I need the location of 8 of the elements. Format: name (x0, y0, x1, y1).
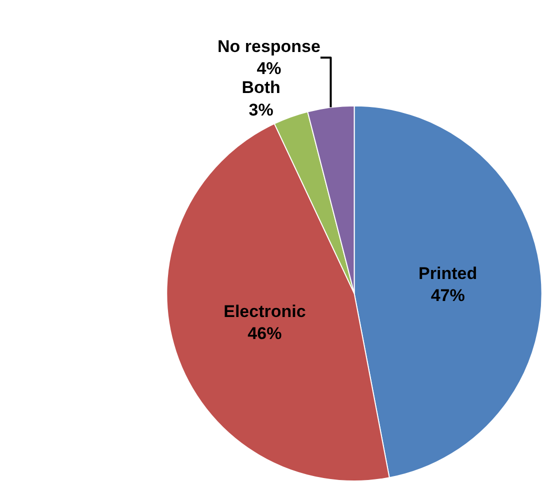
data-label: 47% (430, 286, 465, 306)
slice-label: Printed (418, 264, 478, 284)
data-label: 46% (248, 324, 282, 344)
data-label: 4% (256, 59, 282, 78)
data-label: 3% (248, 100, 274, 120)
slice-label: Both (242, 78, 280, 98)
slice-label: No response (217, 37, 320, 56)
slice-label: Electronic (224, 302, 306, 321)
